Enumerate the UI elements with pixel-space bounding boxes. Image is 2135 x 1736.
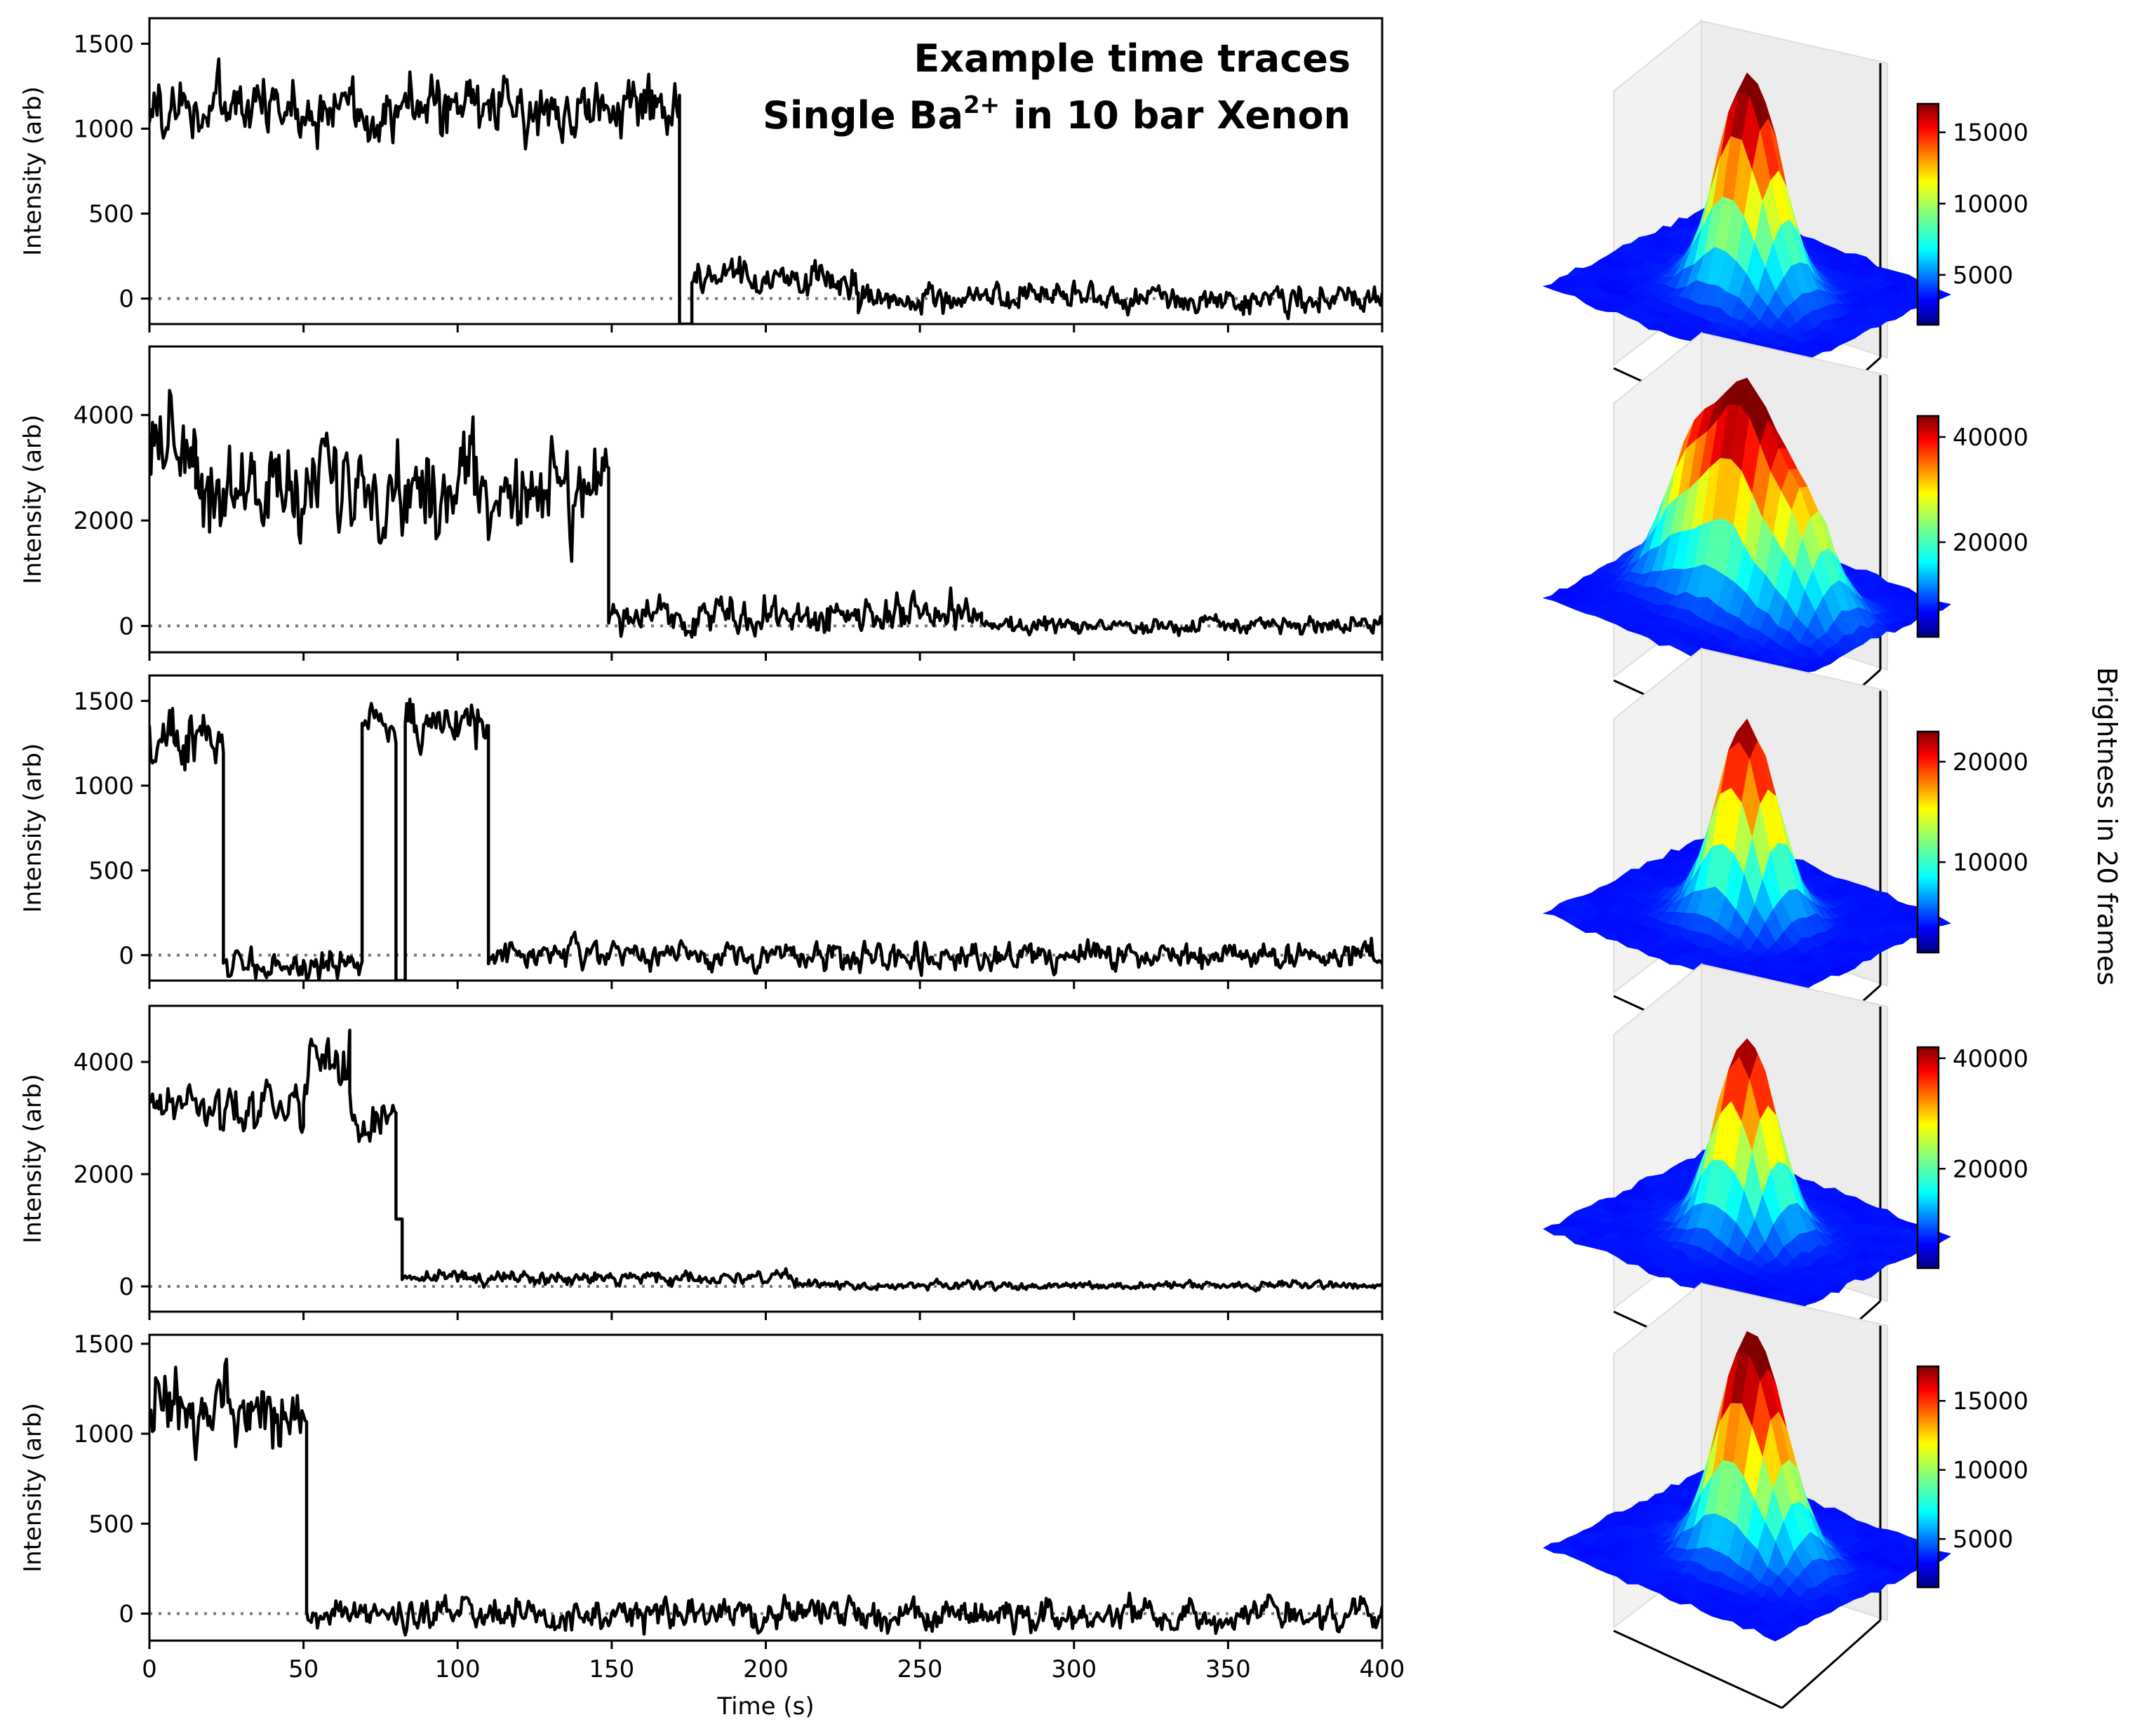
colorbar-tick-label: 20000 [1953,529,2028,557]
title-part-ba: Single Ba [763,93,963,137]
x-tick-label: 350 [1205,1655,1251,1683]
y-tick-label: 4000 [73,402,134,430]
trace-panel-2: 0 2000 4000 Intensity (arb) [19,345,1384,661]
y-axis-label: Intensity (arb) [19,1403,47,1573]
y-axis-label: Intensity (arb) [19,415,47,584]
colorbar-tick-label: 40000 [1953,424,2028,452]
y-tick-label: 0 [119,612,134,640]
colorbar-tick-label: 10000 [1953,849,2028,877]
y-tick-label: 0 [119,942,134,970]
intensity-trace [149,57,1382,324]
y-axis-label: Intensity (arb) [19,743,47,913]
surface-axis-front-left [1613,1629,1783,1709]
x-tick-label: 300 [1051,1655,1097,1683]
colorbar-tick-label: 20000 [1953,1155,2028,1183]
intensity-trace [149,1028,1382,1293]
x-tick-label: 250 [897,1655,943,1683]
figure-title-line-2: Single Ba2+ in 10 bar Xenon [763,91,1351,137]
colorbar [1916,102,1940,326]
y-tick-label: 0 [119,1273,134,1301]
intensity-trace [149,1357,1382,1637]
surface-axis-front-right [1781,1619,1881,1709]
trace-panel-1: 0 500 1000 1500 Intensity (arb) [19,17,1384,332]
colorbar-tick-label: 5000 [1953,262,2014,290]
y-axis-label: Intensity (arb) [19,1074,47,1244]
y-tick-label: 1000 [73,1420,134,1448]
surface-facet [1764,1631,1784,1642]
surface-plot-5: 5000 10000 15000 [1543,1281,2028,1709]
colorbar-tick-label: 15000 [1953,1387,2028,1415]
y-tick-label: 1500 [73,30,134,58]
y-tick-label: 2000 [73,507,134,535]
colorbar-tick-label: 5000 [1953,1526,2014,1554]
y-tick-label: 0 [119,285,134,314]
y-tick-label: 500 [88,857,134,885]
y-tick-label: 1000 [73,772,134,800]
y-tick-label: 1500 [73,687,134,715]
x-tick-label: 200 [743,1655,789,1683]
intensity-trace [149,697,1382,981]
y-tick-label: 500 [88,201,134,229]
x-tick-label: 50 [288,1655,319,1683]
x-axis-label: Time (s) [716,1693,814,1721]
x-tick-label: 100 [435,1655,481,1683]
brightness-side-label: Brightness in 20 frames [2092,667,2122,985]
y-tick-label: 0 [119,1601,134,1629]
y-tick-label: 500 [88,1510,134,1538]
y-tick-label: 1500 [73,1331,134,1359]
colorbar [1916,1365,1940,1589]
y-tick-label: 4000 [73,1049,134,1077]
intensity-trace [149,389,1382,639]
colorbar [1916,1046,1940,1270]
figure-title-line-1: Example time traces [913,36,1351,81]
title-part-rest: in 10 bar Xenon [1000,93,1351,137]
x-tick-label: 0 [142,1655,157,1683]
colorbar-tick-label: 20000 [1953,748,2028,776]
colorbar-tick-label: 10000 [1953,1457,2028,1485]
trace-panel-4: 0 2000 4000 Intensity (arb) [19,1004,1384,1320]
y-axis-label: Intensity (arb) [19,86,47,256]
plot-frame [148,1333,1384,1642]
trace-panel-5: 0 500 1000 1500 0 50 100 150 200 250 300 350 400 Inte… [19,1331,1405,1721]
y-tick-label: 1000 [73,115,134,143]
plot-frame [148,674,1384,982]
y-tick-label: 2000 [73,1161,134,1189]
surface-plot-3: 10000 20000 [1542,647,2028,1075]
colorbar-tick-label: 40000 [1953,1045,2028,1073]
surface-plot-2: 20000 40000 [1542,331,2028,759]
colorbar-tick-label: 15000 [1953,119,2028,147]
x-tick-label: 400 [1360,1655,1405,1683]
trace-panel-3: 0 500 1000 1500 Intensity (arb) [19,674,1384,989]
colorbar-tick-label: 10000 [1953,190,2028,218]
surface-plot-4: 20000 40000 [1543,962,2028,1390]
colorbar [1916,730,1940,954]
title-part-superscript: 2+ [963,91,1000,119]
surface-plot-1: 5000 10000 15000 [1542,19,2028,447]
x-tick-label: 150 [589,1655,634,1683]
colorbar [1916,415,1940,638]
